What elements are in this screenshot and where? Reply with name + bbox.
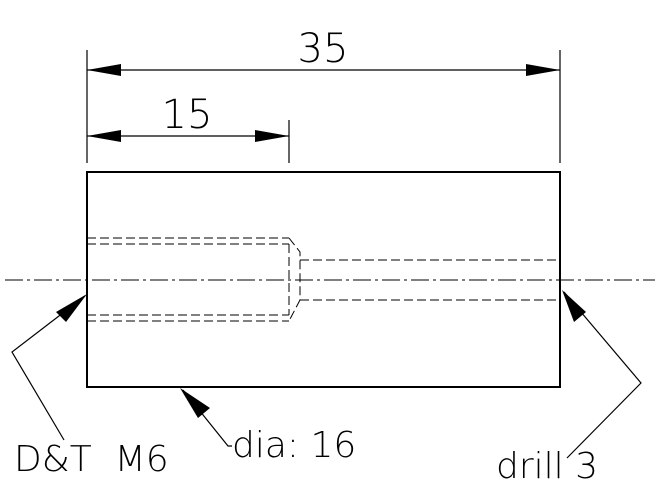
leader-outer-diameter: dia: 16 (180, 388, 356, 466)
leader-left-end: D&T M6 (11, 294, 169, 480)
callout-outer-diameter: dia: 16 (232, 425, 356, 466)
dimension-arrow-left (87, 64, 121, 76)
callout-left-end: D&T M6 (14, 439, 169, 480)
leader-arrow (180, 388, 210, 418)
dimension-arrow-left (87, 130, 121, 142)
leader-arrow (562, 290, 586, 322)
callout-right-end: drill 3 (496, 446, 598, 487)
leader-line (563, 291, 642, 459)
hidden-features (87, 237, 560, 322)
dimension-arrow-right (526, 64, 560, 76)
dimension-label-depth: 15 (162, 92, 213, 138)
dimension-counterbore-depth: 15 (87, 92, 289, 142)
leader-line (11, 295, 86, 441)
leader-arrow (56, 294, 87, 322)
dimension-label-overall: 35 (298, 26, 349, 72)
dimension-arrow-right (255, 130, 289, 142)
dimension-overall-length: 35 (87, 26, 560, 76)
leader-right-end: drill 3 (496, 290, 642, 487)
hidden-line-tap-bottom-end (288, 237, 301, 322)
